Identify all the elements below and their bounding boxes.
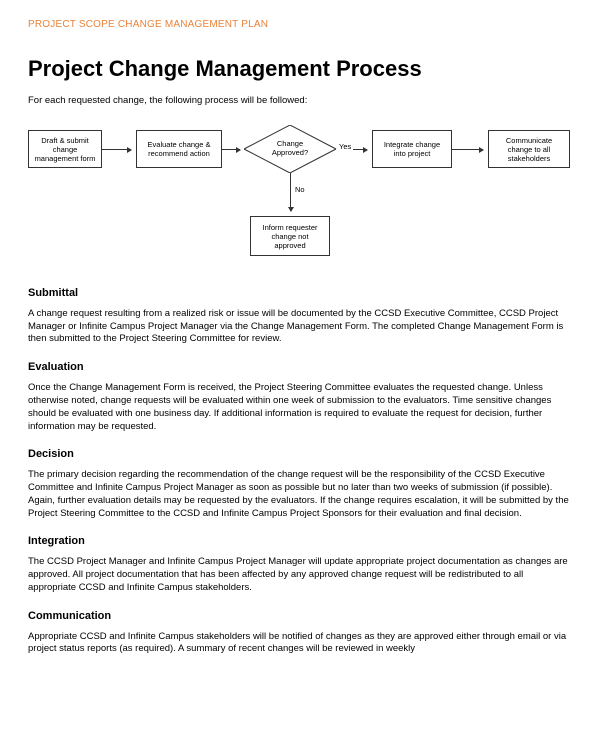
node-draft-submit: Draft & submit change management form (28, 130, 102, 168)
edge-n4-n5 (452, 149, 483, 150)
section-body-decision: The primary decision regarding the recom… (28, 469, 572, 520)
intro-text: For each requested change, the following… (28, 95, 572, 108)
node-inform-not-approved: Inform requester change not approved (250, 216, 330, 256)
node-communicate: Communicate change to all stakeholders (488, 130, 570, 168)
section-body-submittal: A change request resulting from a realiz… (28, 308, 572, 346)
edge-n2-n3 (222, 149, 240, 150)
node-integrate: Integrate change into project (372, 130, 452, 168)
edge-n3-n6 (290, 173, 291, 211)
edge-yes-label: Yes (339, 142, 351, 152)
section-heading-communication: Communication (28, 609, 572, 624)
page-title: Project Change Management Process (28, 54, 572, 84)
section-body-communication: Appropriate CCSD and Infinite Campus sta… (28, 631, 572, 657)
edge-n3-n4 (353, 149, 367, 150)
section-heading-decision: Decision (28, 447, 572, 462)
header-label: PROJECT SCOPE CHANGE MANAGEMENT PLAN (28, 18, 572, 32)
section-heading-integration: Integration (28, 534, 572, 549)
edge-no-label: No (295, 185, 305, 195)
section-body-evaluation: Once the Change Management Form is recei… (28, 382, 572, 433)
process-flowchart: Draft & submit change management form Ev… (28, 122, 572, 272)
node-evaluate: Evaluate change & recommend action (136, 130, 222, 168)
edge-n1-n2 (102, 149, 131, 150)
section-heading-evaluation: Evaluation (28, 360, 572, 375)
node-approved-label: Change Approved? (260, 140, 320, 157)
section-heading-submittal: Submittal (28, 286, 572, 301)
section-body-integration: The CCSD Project Manager and Infinite Ca… (28, 556, 572, 594)
